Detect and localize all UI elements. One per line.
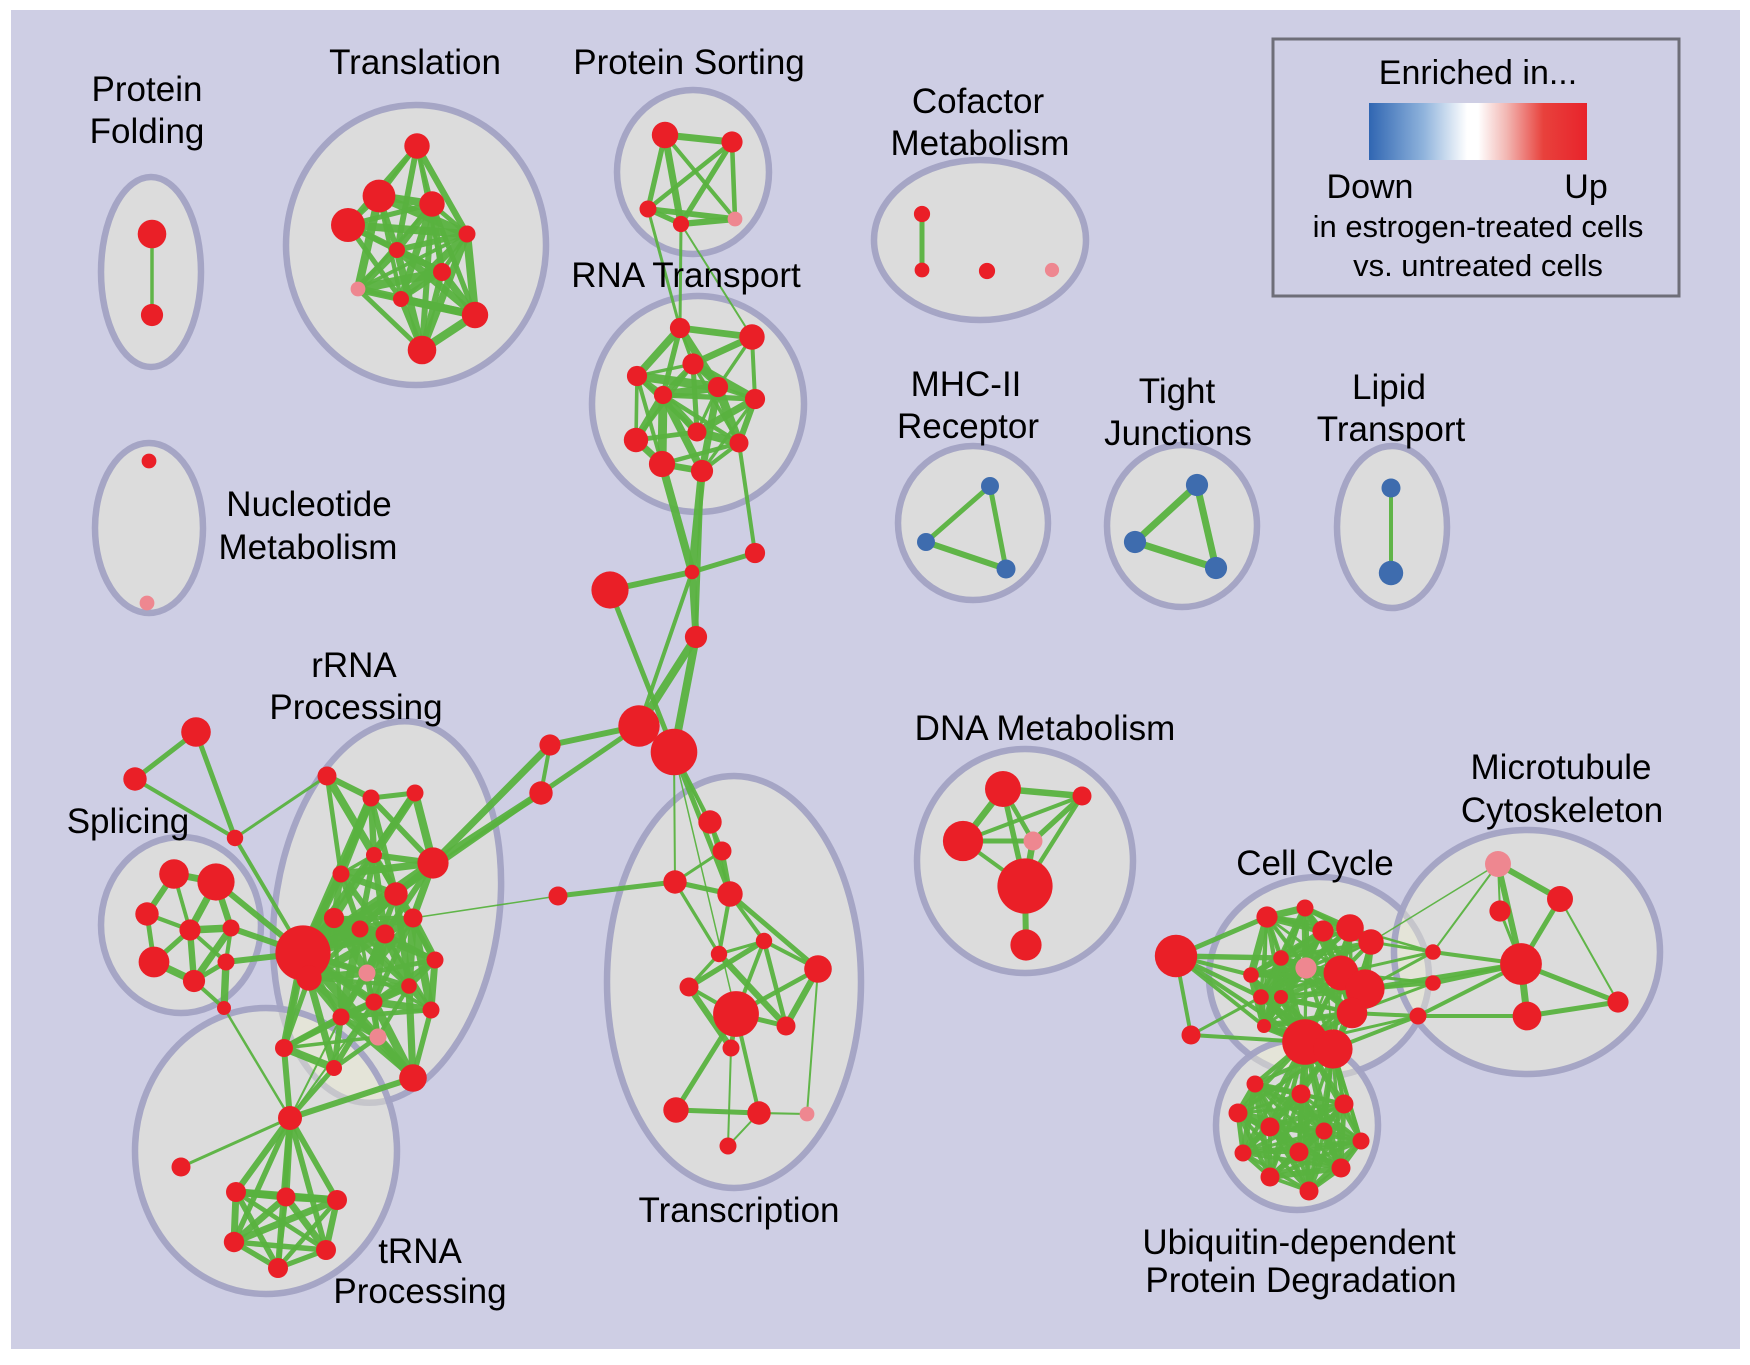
svg-text:Translation: Translation	[329, 43, 501, 82]
svg-text:Processing: Processing	[269, 688, 442, 727]
svg-text:Transcription: Transcription	[639, 1191, 840, 1230]
svg-text:Splicing: Splicing	[67, 802, 190, 841]
svg-text:Receptor: Receptor	[897, 407, 1039, 446]
svg-text:Protein: Protein	[92, 70, 203, 109]
svg-text:rRNA: rRNA	[311, 646, 397, 685]
svg-text:RNA Transport: RNA Transport	[571, 256, 801, 295]
svg-text:Protein Sorting: Protein Sorting	[573, 43, 805, 82]
svg-text:Protein Degradation: Protein Degradation	[1145, 1261, 1456, 1300]
svg-text:Microtubule: Microtubule	[1471, 748, 1652, 787]
svg-text:Junctions: Junctions	[1104, 414, 1252, 453]
svg-text:Metabolism: Metabolism	[891, 124, 1070, 163]
svg-text:MHC-II: MHC-II	[911, 365, 1022, 404]
svg-text:DNA Metabolism: DNA Metabolism	[915, 709, 1176, 748]
svg-text:vs. untreated cells: vs. untreated cells	[1353, 248, 1603, 283]
svg-text:tRNA: tRNA	[378, 1232, 462, 1271]
svg-text:Folding: Folding	[90, 112, 205, 151]
svg-text:Processing: Processing	[333, 1272, 506, 1311]
svg-text:Metabolism: Metabolism	[219, 528, 398, 567]
svg-text:Transport: Transport	[1317, 410, 1466, 449]
svg-text:Tight: Tight	[1139, 372, 1216, 411]
svg-text:in estrogen-treated cells: in estrogen-treated cells	[1313, 209, 1644, 244]
svg-text:Cofactor: Cofactor	[912, 82, 1045, 121]
svg-text:Lipid: Lipid	[1352, 368, 1426, 407]
svg-text:Nucleotide: Nucleotide	[226, 485, 391, 524]
svg-text:Up: Up	[1564, 168, 1607, 206]
svg-text:Ubiquitin-dependent: Ubiquitin-dependent	[1142, 1223, 1456, 1262]
svg-text:Cell Cycle: Cell Cycle	[1236, 844, 1394, 883]
svg-text:Enriched in...: Enriched in...	[1379, 54, 1577, 92]
svg-text:Down: Down	[1327, 168, 1414, 206]
svg-text:Cytoskeleton: Cytoskeleton	[1461, 791, 1663, 830]
